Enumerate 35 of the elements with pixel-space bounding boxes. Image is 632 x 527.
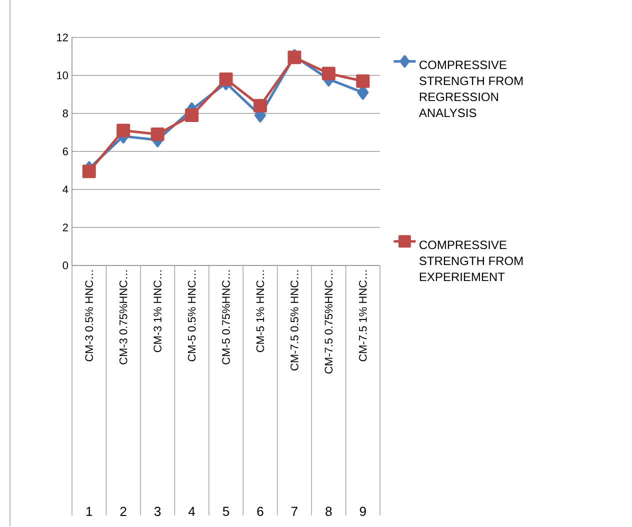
point (185, 108, 199, 122)
text: 3 (154, 506, 161, 516)
y-tick-label: 8 (62, 110, 68, 118)
y-tick-label: 12 (57, 34, 68, 42)
y-tick-label: 2 (62, 224, 68, 232)
y-tick-label: 10 (57, 72, 68, 80)
x-tick-label: CM-5 0.75%HNC… (222, 270, 230, 364)
y-tick-label: 6 (62, 148, 68, 156)
text: 2 (120, 506, 126, 516)
point (219, 72, 233, 86)
point (82, 164, 96, 178)
text: 5 (222, 506, 230, 516)
text: 1 (86, 507, 92, 516)
x-tick-label: CM-5 0.5% HNC… (188, 270, 196, 362)
x-tick-label: CM-3 0.5% HNC… (85, 270, 94, 362)
x-tick-label: CM-7.5 0.75%HNC… (324, 270, 333, 374)
x-tick-label: CM-7.5 0.5% HNC… (290, 270, 298, 371)
text: 4 (188, 507, 196, 516)
x-tick-label: CM-3 1% HNC… (154, 270, 162, 352)
y-tick-label: 4 (62, 186, 68, 194)
text: 9 (360, 506, 366, 516)
legend-label: COMPRESSIVE STRENGTH FROM REGRESSION ANALYSIS (418, 60, 523, 118)
point (116, 124, 130, 138)
point (150, 128, 164, 142)
x-tick-label: CM-5 1% HNC… (256, 270, 264, 352)
point (322, 66, 336, 80)
legend-label: COMPRESSIVE STRENGTH FROM EXPERIEMENT (419, 240, 523, 282)
y-tick-label: 0 (62, 262, 68, 270)
text: 8 (326, 506, 332, 516)
x-tick-label: CM-3 0.75%HNC… (119, 270, 128, 364)
text: 6 (257, 506, 264, 516)
point (253, 99, 267, 113)
text: 7 (292, 507, 298, 516)
point (356, 74, 370, 88)
x-tick-label: CM-7.5 1% HNC… (359, 270, 367, 362)
